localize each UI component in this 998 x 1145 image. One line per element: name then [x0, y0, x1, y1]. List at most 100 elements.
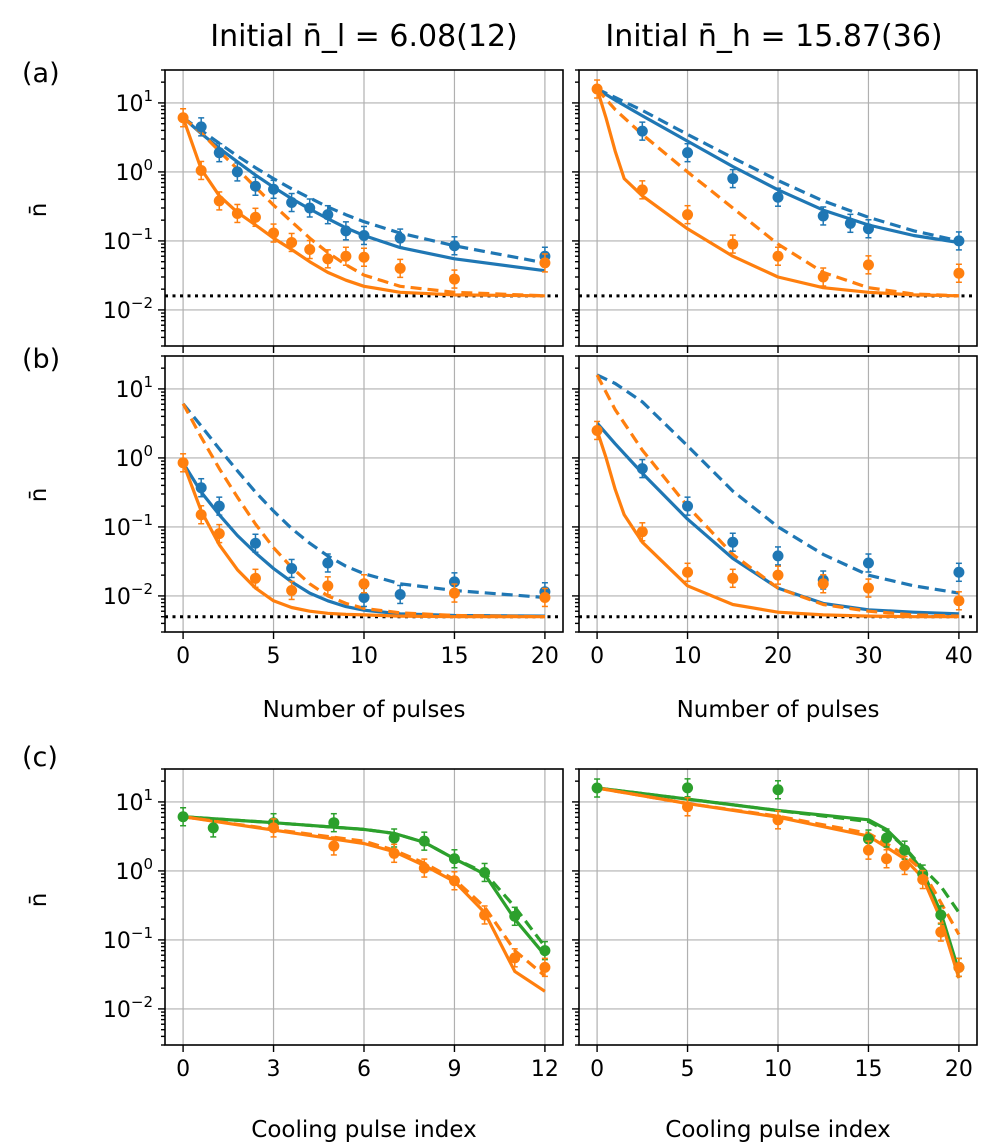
green-data-point [388, 832, 400, 844]
blue-data-point [249, 180, 261, 192]
orange-data-point [953, 961, 965, 973]
orange-data-point [418, 862, 430, 874]
orange-data-point [772, 814, 784, 826]
panel-c-right: 0 5 10 15 20 [572, 768, 978, 1082]
y-tick-label: 10−2 [103, 294, 153, 324]
blue-data-point [231, 166, 243, 178]
panel-c-left: 10−2 10−1 100 101 0 3 6 9 12 [103, 768, 564, 1082]
panel-label-a: (a) [22, 58, 60, 89]
x-tick-label: 20 [531, 644, 559, 669]
x-tick-label: 10 [350, 644, 378, 669]
ylabel-a: n̄ [26, 203, 52, 218]
x-tick-label: 10 [674, 644, 702, 669]
orange-data-point [539, 961, 551, 973]
orange-data-point [539, 591, 551, 603]
orange-data-point [249, 572, 261, 584]
blue-data-point [322, 209, 334, 221]
axes-frame [164, 768, 564, 1046]
orange-data-point [213, 195, 225, 207]
axes-frame [578, 69, 978, 347]
plot-area [165, 107, 563, 298]
x-tick-label: 0 [590, 1057, 604, 1082]
panel-label-c: (c) [22, 742, 58, 773]
blue-data-point [394, 232, 406, 244]
blue-data-point [195, 482, 207, 494]
green-data-point [207, 822, 219, 834]
blue-data-point [636, 463, 648, 475]
x-tick-label: 15 [440, 644, 468, 669]
blue-data-point [953, 235, 965, 247]
x-tick-label: 0 [176, 1057, 190, 1082]
orange-data-point [195, 509, 207, 521]
orange-data-point [448, 273, 460, 285]
orange-data-point [899, 859, 911, 871]
blue-dashed-curve [596, 87, 960, 243]
plot-area [165, 402, 563, 619]
green-data-point [881, 832, 893, 844]
y-tick-label: 100 [115, 156, 153, 186]
axes-frame [164, 355, 564, 633]
orange-data-point [322, 580, 334, 592]
ylabel-b: n̄ [26, 488, 52, 503]
y-tick-label: 10−1 [103, 924, 153, 954]
y-tick-label: 101 [115, 373, 153, 403]
blue-data-point [358, 229, 370, 241]
orange-data-point [881, 853, 893, 865]
orange-data-point [213, 528, 225, 540]
panel-a-left: 10−2 10−1 100 101 [103, 69, 564, 353]
x-tick-label: 12 [531, 1057, 559, 1082]
blue-data-point [448, 240, 460, 252]
orange-data-point [682, 209, 694, 221]
y-tick-label: 101 [115, 87, 153, 117]
x-tick-label: 3 [267, 1057, 281, 1082]
blue-data-point [636, 125, 648, 137]
blue-data-point [268, 183, 280, 195]
blue-data-point [322, 557, 334, 569]
x-tick-label: 6 [357, 1057, 371, 1082]
blue-dashed-curve [181, 402, 546, 600]
blue-data-point [844, 217, 856, 229]
y-tick-label: 10−2 [103, 580, 153, 610]
orange-dashed-curve [595, 87, 959, 298]
orange-data-point [388, 847, 400, 859]
blue-data-point [817, 210, 829, 222]
blue-data-point [249, 537, 261, 549]
blue-data-point [772, 191, 784, 203]
orange-data-point [682, 566, 694, 578]
orange-data-point [286, 584, 298, 596]
orange-data-point [727, 238, 739, 250]
orange-data-point [953, 267, 965, 279]
orange-data-point [817, 578, 829, 590]
green-data-point [177, 811, 189, 823]
x-tick-label: 30 [854, 644, 882, 669]
orange-data-point [682, 801, 694, 813]
orange-data-point [479, 909, 491, 921]
xlabel-c-right: Cooling pulse index [665, 1117, 890, 1143]
blue-data-point [394, 588, 406, 600]
green-data-point [772, 784, 784, 796]
x-tick-label: 5 [681, 1057, 695, 1082]
axes-frame [164, 69, 564, 347]
y-tick-label: 100 [115, 855, 153, 885]
blue-data-point [727, 536, 739, 548]
x-tick-label: 10 [764, 1057, 792, 1082]
x-tick-label: 20 [764, 644, 792, 669]
blue-data-point [682, 500, 694, 512]
orange-data-point [917, 874, 929, 886]
orange-data-point [539, 257, 551, 269]
orange-data-point [772, 569, 784, 581]
blue-data-point [304, 202, 316, 214]
x-tick-label: 0 [176, 644, 190, 669]
orange-data-point [862, 259, 874, 271]
orange-data-point [862, 582, 874, 594]
blue-data-point [286, 197, 298, 209]
blue-data-point [862, 223, 874, 235]
xlabel-b-right: Number of pulses [677, 697, 880, 723]
orange-data-point [636, 526, 648, 538]
orange-data-point [322, 253, 334, 265]
column-title-high: Initial n̄_h = 15.87(36) [605, 19, 942, 54]
orange-data-point [935, 926, 947, 938]
plot-area [579, 373, 977, 619]
orange-data-point [340, 250, 352, 262]
green-data-point [682, 782, 694, 794]
